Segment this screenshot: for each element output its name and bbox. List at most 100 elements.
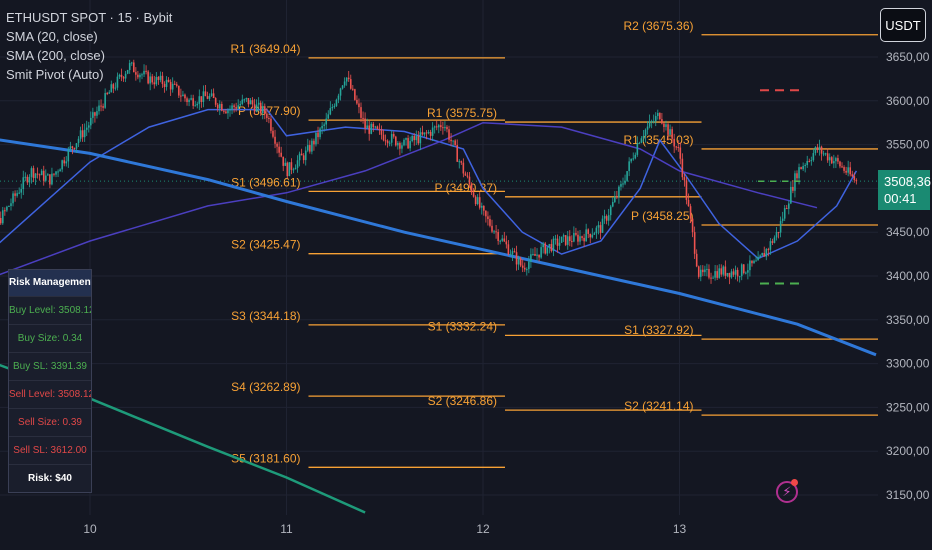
candle-body bbox=[519, 258, 522, 266]
candle-body bbox=[636, 143, 639, 155]
buy-sl: Buy SL: 3391.39 bbox=[9, 352, 91, 380]
candle-body bbox=[742, 264, 745, 274]
candle-body bbox=[845, 170, 847, 173]
sma200-legend[interactable]: SMA (200, close) bbox=[6, 48, 105, 63]
candle-body bbox=[69, 146, 72, 150]
candle-body bbox=[564, 235, 567, 245]
price-tick-label: 3450,00 bbox=[886, 225, 930, 239]
candle-body bbox=[779, 220, 782, 233]
candle-body bbox=[466, 175, 469, 177]
candle-body bbox=[65, 161, 68, 164]
pivot-legend[interactable]: Smit Pivot (Auto) bbox=[6, 67, 104, 82]
candle-body bbox=[272, 130, 274, 137]
candle-body bbox=[487, 216, 489, 220]
candle-body bbox=[73, 147, 76, 149]
candle-body bbox=[452, 140, 454, 142]
candle-body bbox=[624, 180, 626, 184]
candle-body bbox=[853, 176, 856, 181]
candle-body bbox=[104, 93, 106, 108]
candle-body bbox=[196, 103, 199, 106]
candle-body bbox=[309, 145, 311, 152]
currency-button[interactable]: USDT bbox=[880, 8, 926, 42]
candle-body bbox=[339, 88, 342, 96]
candle-body bbox=[575, 233, 577, 235]
candle-body bbox=[290, 162, 293, 170]
candle-body bbox=[843, 167, 845, 171]
candle-body bbox=[847, 167, 849, 173]
candle-body bbox=[781, 218, 784, 221]
candle-body bbox=[388, 142, 391, 144]
candle-body bbox=[397, 142, 399, 146]
candle-body bbox=[175, 84, 178, 86]
candle-body bbox=[14, 193, 16, 196]
candle-body bbox=[650, 121, 653, 123]
candle-body bbox=[51, 173, 53, 185]
candle-body bbox=[747, 270, 749, 273]
candle-body bbox=[546, 247, 549, 254]
candle-body bbox=[233, 105, 235, 108]
candle-body bbox=[450, 139, 452, 142]
candle-body bbox=[42, 170, 45, 181]
candle-body bbox=[343, 81, 346, 86]
candle-body bbox=[542, 243, 544, 248]
candle-body bbox=[440, 125, 442, 128]
candle-body bbox=[261, 106, 264, 114]
lightning-icon[interactable]: ⚡ bbox=[776, 481, 798, 503]
candle-body bbox=[128, 63, 131, 71]
candle-body bbox=[36, 173, 39, 175]
candle-body bbox=[814, 147, 817, 154]
candle-body bbox=[163, 83, 166, 87]
candle-body bbox=[413, 135, 416, 141]
candle-body bbox=[716, 271, 718, 278]
candle-body bbox=[800, 167, 802, 170]
symbol-title[interactable]: ETHUSDT SPOT · 15 · Bybit bbox=[6, 10, 173, 25]
candle-body bbox=[595, 227, 598, 234]
candle-body bbox=[732, 271, 735, 275]
candle-body bbox=[395, 136, 397, 146]
candle-body bbox=[710, 277, 712, 279]
candle-body bbox=[102, 106, 104, 108]
candle-body bbox=[589, 233, 592, 238]
candle-body bbox=[116, 76, 119, 88]
pivot-levels: R1 (3649.04) P (3577.90) S1 (3496.61) S2 (3… bbox=[230, 19, 878, 468]
candle-body bbox=[532, 253, 534, 255]
candle-body bbox=[210, 93, 213, 96]
candle-body bbox=[634, 154, 637, 159]
candle-body bbox=[427, 131, 430, 134]
candle-body bbox=[280, 152, 282, 157]
candle-body bbox=[231, 105, 233, 109]
candle-body bbox=[485, 210, 487, 217]
candle-body bbox=[540, 247, 542, 258]
candle-body bbox=[110, 84, 113, 93]
candle-body bbox=[480, 205, 483, 208]
time-axis[interactable]: 10 11 12 13 bbox=[83, 522, 686, 536]
candle-body bbox=[405, 138, 407, 140]
candle-body bbox=[798, 167, 800, 179]
candle-body bbox=[665, 124, 667, 127]
candle-body bbox=[603, 216, 606, 219]
candle-body bbox=[851, 174, 854, 177]
candle-body bbox=[206, 96, 209, 99]
candle-body bbox=[566, 236, 569, 245]
candle-body bbox=[526, 269, 528, 271]
candle-body bbox=[227, 110, 229, 114]
candle-body bbox=[618, 186, 620, 198]
pivot-label: P (3577.90) bbox=[238, 104, 301, 118]
candle-body bbox=[646, 126, 649, 130]
candle-body bbox=[133, 62, 135, 73]
candle-body bbox=[599, 225, 602, 233]
sma20-legend[interactable]: SMA (20, close) bbox=[6, 29, 98, 44]
candle-body bbox=[329, 108, 332, 115]
candle-body bbox=[92, 112, 94, 118]
candle-body bbox=[558, 242, 561, 246]
candle-body bbox=[671, 129, 673, 139]
candle-body bbox=[192, 98, 194, 106]
candle-body bbox=[620, 184, 622, 187]
candle-body bbox=[345, 77, 348, 82]
candle-body bbox=[259, 102, 262, 114]
candle-body bbox=[274, 136, 276, 144]
candle-body bbox=[321, 125, 323, 129]
candle-body bbox=[24, 176, 27, 178]
sell-size: Sell Size: 0.39 bbox=[9, 408, 91, 436]
